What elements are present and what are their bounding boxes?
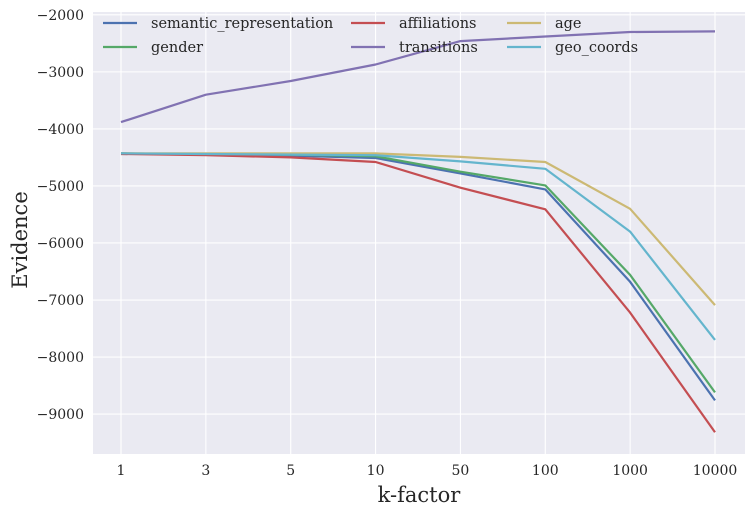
x-tick-label: 5 (286, 463, 295, 479)
legend-label: geo_coords (555, 40, 638, 56)
series-line-affiliations (120, 152, 716, 433)
y-tick-label: −8000 (37, 350, 84, 366)
y-axis-label: Evidence (8, 191, 32, 289)
legend-label: gender (151, 40, 203, 56)
y-tick-label: −4000 (37, 122, 84, 138)
legend-label: age (555, 16, 582, 32)
y-tick-label: −2000 (37, 8, 84, 24)
x-tick-label: 50 (452, 463, 470, 479)
legend-label: semantic_representation (151, 16, 333, 32)
y-tick-label: −3000 (37, 65, 84, 81)
y-tick-label: −7000 (37, 293, 84, 309)
plot-background (93, 12, 745, 454)
x-tick-labels: 1 3 5 10 50 100 1000 10000 (117, 463, 738, 479)
grid (93, 12, 745, 454)
y-tick-label: −9000 (37, 407, 84, 423)
x-tick-label: 10000 (693, 463, 738, 479)
series-line-transitions (120, 30, 716, 124)
x-tick-label: 1000 (612, 463, 648, 479)
y-tick-labels: −9000 −8000 −7000 −6000 −5000 −4000 −3000 −2000 (37, 8, 84, 423)
y-tick-label: −6000 (37, 236, 84, 252)
x-tick-label: 3 (201, 463, 210, 479)
x-axis-label: k-factor (378, 483, 462, 507)
legend-label: transitions (399, 40, 478, 56)
x-tick-label: 10 (367, 463, 385, 479)
series-line-geo-coords (120, 152, 716, 341)
y-tick-label: −5000 (37, 179, 84, 195)
series-layer (120, 30, 716, 433)
x-tick-label: 1 (117, 463, 126, 479)
legend-label: affiliations (399, 16, 476, 32)
x-tick-label: 100 (532, 463, 559, 479)
